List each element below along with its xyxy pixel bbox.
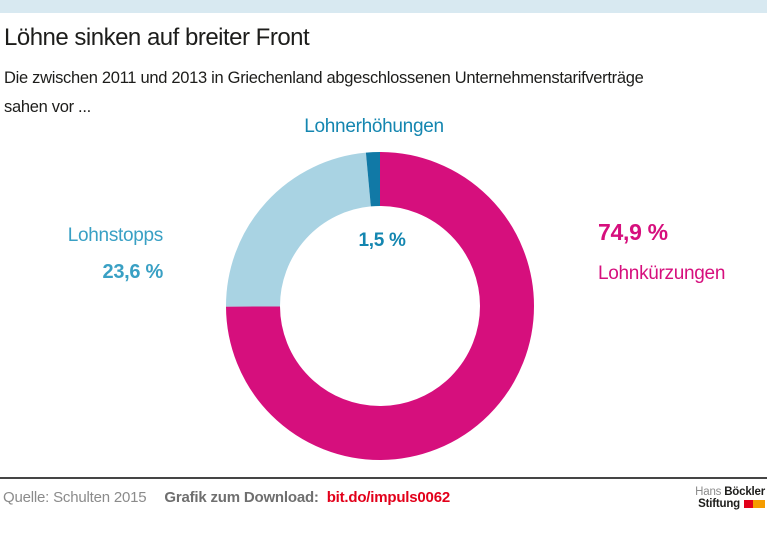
source-text: Quelle: Schulten 2015 [3,489,147,506]
logo-stiftung: Stiftung [698,497,740,510]
value-lohnstopps: 23,6 % [102,261,164,283]
value-lohnkuerzungen: 74,9 % [598,219,668,245]
page-subtitle: Die zwischen 2011 und 2013 in Griechenla… [4,64,644,122]
label-lohnstopps: Lohnstopps [67,225,164,246]
download-link[interactable]: bit.do/impuls0062 [326,489,450,506]
logo-hans: Hans [695,486,722,498]
logo-mark-icon [744,499,765,512]
logo-mark-orange-block [753,499,765,508]
download-label: Grafik zum Download: [164,489,319,506]
donut-chart [220,146,540,466]
footer-divider [0,477,767,479]
page-subtitle-line1: Die zwischen 2011 und 2013 in Griechenla… [4,69,644,87]
logo-line2: Stiftung [695,497,765,512]
footer: Quelle: Schulten 2015 Grafik zum Downloa… [3,489,450,506]
page-subtitle-line2: sahen vor ... [4,98,91,116]
logo-mark-red-block [744,499,753,508]
donut-segment-lohnerhöhungen [226,152,534,460]
top-accent-bar [0,0,767,13]
hans-boeckler-stiftung-logo: Hans Böckler Stiftung [695,486,765,512]
donut-chart-svg [226,152,534,460]
label-lohnkuerzungen: Lohnkürzungen [598,263,726,284]
value-lohnerhoehungen: 1,5 % [358,230,406,251]
label-lohnerhoehungen: Lohnerhöhungen [304,116,444,137]
donut-segment-lohnstopps [226,152,534,460]
page-title: Löhne sinken auf breiter Front [4,24,310,51]
logo-boeckler: Böckler [724,486,765,498]
logo-line1: Hans Böckler [695,486,765,499]
